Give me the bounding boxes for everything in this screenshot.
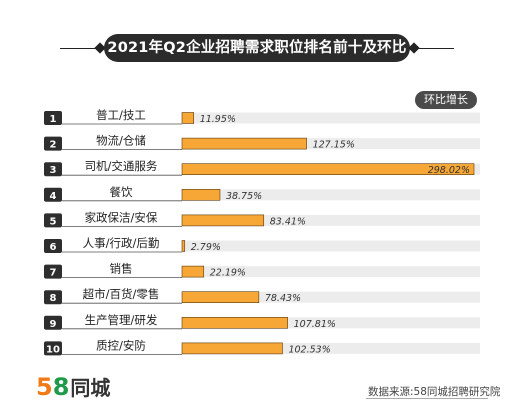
rank-number: 5 [50, 216, 57, 227]
bar [181, 265, 205, 278]
category-label: 人事/行政/后勤 [83, 236, 160, 250]
logo-digit-5: 5 [36, 373, 53, 401]
rank-number: 3 [50, 165, 57, 176]
value-label: 38.75% [226, 191, 262, 202]
bar-track [182, 189, 480, 201]
value-label: 298.02% [428, 165, 470, 176]
bar-track [182, 112, 480, 124]
rank-badge [44, 162, 62, 177]
bar-track [182, 266, 480, 278]
bar-track [182, 214, 480, 226]
rank-badge [44, 290, 62, 305]
category-label: 家政保洁/安保 [85, 210, 158, 224]
bar [181, 163, 475, 175]
value-label: 11.95% [200, 114, 236, 125]
value-label: 22.19% [210, 268, 246, 279]
logo-digit-8: 8 [52, 373, 70, 401]
category-label: 超市/百货/零售 [83, 287, 160, 301]
rank-number: 2 [50, 140, 57, 151]
bar [181, 214, 265, 227]
rank-badge [44, 341, 62, 356]
category-label: 司机/交通服务 [85, 159, 158, 173]
rank-badge [44, 187, 62, 202]
bar-track [182, 317, 480, 329]
bar-track [182, 291, 480, 303]
chart-title: 2021年Q2企业招聘需求职位排名前十及环比增长 [104, 34, 410, 84]
rank-number: 10 [46, 344, 60, 355]
footer-rule [366, 398, 488, 399]
category-label: 餐饮 [110, 185, 133, 199]
bar-track [182, 138, 480, 150]
category-label: 物流/仓储 [96, 134, 146, 148]
rank-number: 4 [50, 191, 57, 202]
bar [181, 112, 195, 124]
value-label: 2.79% [191, 242, 221, 253]
category-label: 普工/技工 [96, 108, 146, 122]
value-label: 102.53% [288, 344, 330, 355]
value-label: 78.43% [265, 293, 301, 304]
bar [181, 316, 288, 329]
rank-badge [44, 136, 62, 151]
rank-number: 9 [50, 319, 57, 330]
bar-track [182, 342, 480, 354]
legend-label: 环比增长 [415, 91, 477, 109]
value-label: 127.15% [313, 140, 355, 151]
value-label: 107.81% [294, 319, 336, 330]
category-label: 质控/安防 [96, 338, 146, 352]
rank-number: 6 [50, 242, 57, 253]
rank-number: 7 [50, 268, 57, 279]
category-label: 生产管理/研发 [85, 313, 158, 327]
value-label: 83.41% [270, 216, 306, 227]
brand-logo: 58同城 [36, 372, 111, 401]
bar [181, 137, 307, 150]
rank-badge [44, 213, 62, 228]
bar [181, 240, 186, 252]
rank-number: 1 [50, 114, 57, 125]
bar [181, 291, 260, 304]
bar [181, 342, 283, 355]
data-source: 数据来源:58同城招聘研究院 [368, 386, 501, 398]
rank-number: 8 [50, 293, 57, 304]
category-label: 销售 [110, 262, 133, 276]
bar [181, 189, 221, 201]
rank-badge [44, 239, 62, 253]
title-rule-right [414, 48, 454, 49]
title-rule-left [60, 48, 100, 49]
rank-badge [44, 111, 62, 125]
rank-badge [44, 315, 62, 330]
chart-title-area: 2021年Q2企业招聘需求职位排名前十及环比增长 [0, 0, 514, 84]
bar-track [182, 240, 480, 252]
logo-text: 同城 [70, 376, 111, 400]
rank-badge [44, 264, 62, 279]
